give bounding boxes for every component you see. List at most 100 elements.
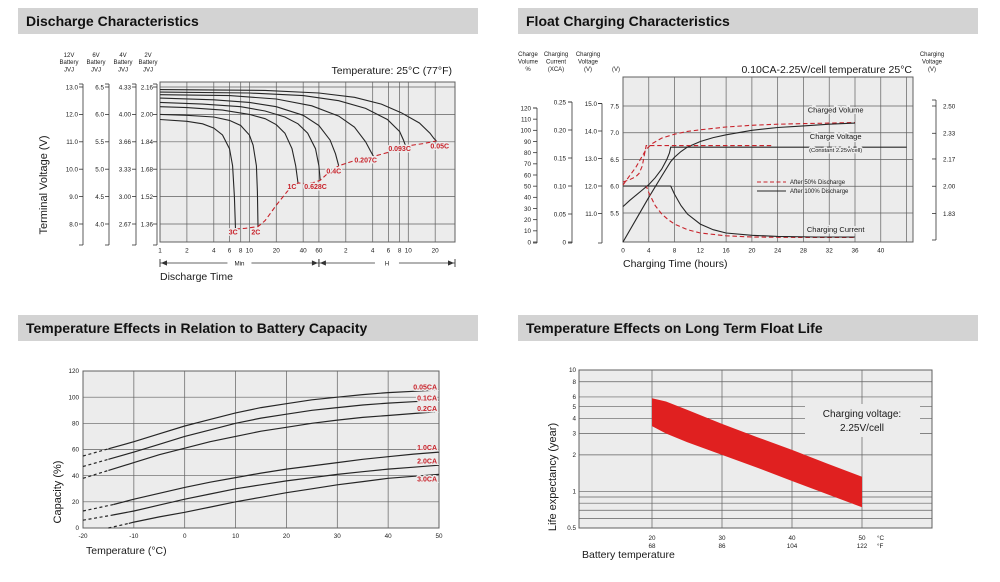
- series-2.0CA: [113, 464, 440, 516]
- scale-header: %: [525, 67, 531, 73]
- float-charging-chart: Charged Volume Charge Voltage (Constant 2.…: [518, 52, 956, 270]
- scale-tick-label: 3.66: [119, 139, 132, 146]
- unit-celsius: °C: [877, 534, 885, 542]
- tick-label: 36: [851, 248, 859, 255]
- tick-label: 1: [158, 248, 162, 255]
- tick-label: 20: [273, 248, 281, 255]
- arrowhead-right: [311, 260, 318, 266]
- section-title-discharge: Discharge Characteristics: [18, 8, 478, 34]
- rate-label: 0.093C: [388, 146, 411, 153]
- section-title-temp-capacity: Temperature Effects in Relation to Batte…: [18, 315, 478, 341]
- range-label-bg: [374, 258, 399, 268]
- tick-label: 2: [344, 248, 348, 255]
- tick-label: 80: [72, 421, 80, 428]
- rate-label: 0.1CA: [417, 395, 437, 402]
- scale-tick-label: 11.0: [585, 211, 597, 218]
- tick-label-fahrenheit: 86: [718, 543, 726, 550]
- tick-label: 16: [723, 248, 731, 255]
- tick-label-fahrenheit: 68: [648, 543, 656, 550]
- scale-tick-label: 4.00: [119, 112, 132, 119]
- tick-label: 20: [283, 533, 291, 540]
- series-0.093C: [159, 91, 407, 147]
- arrowhead-left: [319, 260, 326, 266]
- tick-label: 1: [572, 489, 576, 496]
- y-axis-title: Terminal Voltage (V): [38, 135, 50, 234]
- plot-area: [160, 82, 455, 242]
- rate-label: 2C: [251, 229, 260, 236]
- scale-header: JVJ: [143, 67, 153, 73]
- scale-tick-label: 30: [524, 206, 532, 213]
- scale-tick-label: 60: [524, 172, 532, 179]
- tick-label: 10: [232, 533, 240, 540]
- scale-tick-label: 0.10: [554, 183, 567, 190]
- tick-label: 0.5: [567, 525, 576, 532]
- tick-label: 28: [800, 248, 808, 255]
- tick-label: 3: [572, 431, 576, 438]
- scale-tick-label: 12.0: [585, 183, 598, 190]
- scale-tick-label: 4.33: [119, 84, 132, 91]
- scale-header: Current: [546, 60, 566, 66]
- curve-label: Charge Voltage: [810, 132, 862, 141]
- scale-tick-label: 10: [524, 228, 532, 235]
- rate-label: 0.4C: [326, 168, 341, 175]
- scale-tick-label: 11.0: [66, 139, 78, 146]
- scale-tick-label: 5.5: [610, 210, 619, 217]
- range-label: Min: [234, 260, 245, 267]
- scale-tick-label: 5.5: [95, 139, 104, 146]
- range-label: H: [385, 260, 389, 267]
- condition-note: 0.10CA-2.25V/cell temperature 25°C: [741, 64, 912, 76]
- scale-tick-label: 9.0: [69, 194, 78, 201]
- tick-label: 0: [621, 248, 625, 255]
- scale-header: (V): [612, 67, 620, 73]
- scale-header: (V): [584, 67, 592, 73]
- tick-label: 4: [371, 248, 375, 255]
- scale-header: JVJ: [118, 67, 128, 73]
- scale-tick-label: 2.67: [119, 221, 132, 228]
- series-charged-volume-50: [622, 121, 856, 186]
- scale-header: Battery: [86, 60, 105, 66]
- scale-tick-label: 1.83: [943, 211, 956, 218]
- scale-header: Charge: [518, 52, 538, 58]
- plot-border: [159, 81, 456, 243]
- tick-label: 12: [697, 248, 705, 255]
- section-title-float-life: Temperature Effects on Long Term Float L…: [518, 315, 978, 341]
- scale-tick-label: 110: [521, 116, 532, 123]
- series-1.0CA: [113, 451, 440, 506]
- tick-label-fahrenheit: 122: [857, 543, 868, 550]
- temperature-note: Temperature: 25°C (77°F): [332, 65, 452, 77]
- tick-label-fahrenheit: 104: [787, 543, 798, 550]
- rate-label: 0.05CA: [413, 384, 437, 391]
- tick-label: 6: [387, 248, 391, 255]
- section-title-text: Float Charging Characteristics: [526, 13, 730, 29]
- scale-tick-label: 4.0: [95, 221, 104, 228]
- rate-label: 3.0CA: [417, 477, 437, 484]
- scale-header: (V): [928, 67, 936, 73]
- scale-header: Voltage: [578, 60, 599, 66]
- legend-label: After 50% Discharge: [790, 180, 846, 186]
- scale-header: Volume: [518, 60, 539, 66]
- x-axis-title: Temperature (°C): [86, 545, 167, 557]
- tick-label-celsius: 20: [648, 535, 656, 542]
- tick-label: 20: [432, 248, 440, 255]
- scale-header: Voltage: [922, 60, 943, 66]
- tick-label-celsius: 40: [788, 535, 796, 542]
- life-expectancy-band: [652, 398, 862, 508]
- series-1C: [159, 106, 299, 183]
- scale-tick-label: 2.17: [943, 156, 956, 163]
- rate-label: 0.05C: [430, 144, 449, 151]
- tick-label: 60: [72, 447, 80, 454]
- tick-label-celsius: 30: [718, 535, 726, 542]
- series-0.2CA-dashed: [82, 469, 109, 479]
- scale-header: Battery: [138, 60, 157, 66]
- tick-label: 4: [647, 248, 651, 255]
- scale-header: 2V: [144, 53, 151, 59]
- scale-tick-label: 50: [524, 183, 532, 190]
- series-0.207C: [159, 94, 374, 157]
- series-0.05C: [159, 89, 437, 142]
- series-3.0CA-dashed: [108, 522, 129, 529]
- scale-header: Charging: [576, 52, 600, 58]
- tick-label: 32: [826, 248, 834, 255]
- tick-label: 6: [228, 248, 232, 255]
- tick-label: 60: [315, 248, 323, 255]
